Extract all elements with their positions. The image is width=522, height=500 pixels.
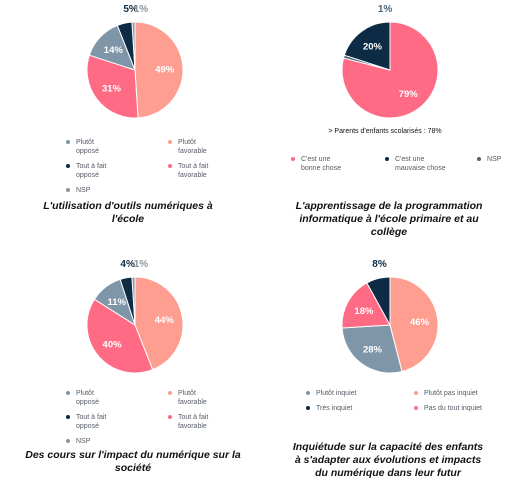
caption-chart-2: L'apprentissage de la programmation info…	[295, 200, 483, 238]
slice-value-label: 44%	[155, 315, 175, 326]
legend-label: Tout à fait opposé	[76, 414, 107, 430]
slice-value-label: 18%	[354, 306, 374, 317]
slice-value-label: 79%	[399, 89, 419, 100]
legend-chart-4: Plutôt inquiet Plutôt pas inquiet Très inq…	[306, 389, 504, 413]
pie-slice-tr-s-inquiet	[366, 276, 391, 326]
pie-slice-plut-t-inquiet	[341, 324, 403, 374]
slice-value-label: 5%	[123, 4, 138, 15]
slice-value-label: 31%	[102, 84, 122, 95]
legend-swatch	[168, 391, 172, 395]
legend-swatch	[66, 188, 70, 192]
legend-label: NSP	[487, 156, 502, 163]
slice-value-label: 8%	[372, 259, 387, 270]
pie-slice-tout-fait-favorable	[86, 298, 154, 374]
legend-item: Plutôt opposé	[66, 389, 158, 407]
pie-slice-c-est-une-bonne-chose	[341, 21, 439, 119]
slice-value-label: 46%	[410, 317, 430, 328]
legend-item: Pas du tout inquiet	[414, 404, 504, 413]
slice-value-label: 28%	[363, 345, 383, 356]
legend-label: Très inquiet	[316, 405, 353, 412]
legend-item: Plutôt inquiet	[306, 389, 404, 398]
slice-value-label: 1%	[378, 4, 393, 15]
slice-value-label: 1%	[134, 259, 149, 270]
legend-swatch	[66, 415, 70, 419]
slice-value-label: 20%	[363, 41, 383, 52]
pie-chart-programmation: 79% 1% 20%	[341, 4, 439, 119]
legend-label: Plutôt opposé	[76, 390, 99, 406]
legend-label: NSP	[76, 438, 91, 445]
legend-chart-1: Plutôt opposé Plutôt favorable Tout à fait…	[66, 138, 260, 195]
slice-value-label: 49%	[155, 65, 175, 76]
legend-item: Plutôt pas inquiet	[414, 389, 504, 398]
pie-slice-plut-t-pas-inquiet	[389, 276, 439, 373]
slice-value-label: 40%	[103, 339, 123, 350]
legend-item: NSP	[66, 186, 158, 195]
pie-slice-nsp	[131, 276, 136, 326]
legend-label: C'est une bonne chose	[301, 156, 342, 172]
legend-swatch	[66, 439, 70, 443]
legend-label: Tout à fait favorable	[178, 414, 209, 430]
pie-slice-plut-t-favorable	[134, 276, 184, 371]
legend-item: C'est une bonne chose	[291, 155, 375, 173]
legend-label: Plutôt favorable	[178, 390, 207, 406]
legend-swatch	[306, 391, 310, 395]
legend-item: C'est une mauvaise chose	[385, 155, 467, 173]
pie-chart-outils-numeriques: 49% 31% 14% 5%1%	[86, 4, 184, 119]
pie-slice-tout-fait-favorable	[86, 54, 139, 119]
subtitle-chart-2: > Parents d'enfants scolarisés : 78%	[328, 128, 442, 135]
legend-item: Plutôt favorable	[168, 138, 260, 156]
pie-slice-pas-du-tout-inquiet	[341, 282, 391, 329]
legend-item: Tout à fait opposé	[66, 413, 158, 431]
legend-item: Plutôt opposé	[66, 138, 158, 156]
legend-swatch	[168, 164, 172, 168]
legend-swatch	[66, 140, 70, 144]
pie-slice-nsp	[131, 21, 136, 71]
pie-chart-inquietude: 46% 28% 18% 8%	[341, 259, 439, 374]
legend-label: C'est une mauvaise chose	[395, 156, 446, 172]
legend-label: Plutôt pas inquiet	[424, 390, 478, 397]
pie-slice-plut-t-favorable	[134, 21, 184, 119]
caption-chart-4: Inquiétude sur la capacité des enfants à…	[292, 441, 484, 479]
legend-label: NSP	[76, 187, 91, 194]
legend-swatch	[477, 157, 481, 161]
pie-chart-impact-numerique: 44% 40% 11% 4%1%	[86, 259, 184, 374]
legend-label: Pas du tout inquiet	[424, 405, 482, 412]
legend-swatch	[306, 406, 310, 410]
legend-item: Plutôt favorable	[168, 389, 260, 407]
slice-value-label: 11%	[108, 297, 127, 308]
legend-item: NSP	[66, 437, 158, 446]
slice-value-label: 4%	[120, 259, 135, 270]
legend-item: Tout à fait opposé	[66, 162, 158, 180]
legend-swatch	[66, 391, 70, 395]
legend-label: Tout à fait favorable	[178, 163, 209, 179]
legend-label: Plutôt inquiet	[316, 390, 357, 397]
legend-item: Tout à fait favorable	[168, 413, 260, 431]
legend-chart-3: Plutôt opposé Plutôt favorable Tout à fait…	[66, 389, 260, 446]
legend-swatch	[291, 157, 295, 161]
legend-swatch	[168, 415, 172, 419]
legend-swatch	[414, 391, 418, 395]
legend-label: Plutôt opposé	[76, 139, 99, 155]
legend-item: NSP	[477, 155, 517, 173]
legend-swatch	[66, 164, 70, 168]
legend-chart-2: C'est une bonne chose C'est une mauvaise …	[291, 155, 517, 173]
caption-chart-1: L'utilisation d'outils numériques à l'éc…	[43, 200, 213, 225]
legend-swatch	[414, 406, 418, 410]
legend-swatch	[168, 140, 172, 144]
caption-chart-3: Des cours sur l'impact du numérique sur …	[25, 449, 241, 474]
legend-label: Tout à fait opposé	[76, 163, 107, 179]
legend-swatch	[385, 157, 389, 161]
legend-item: Tout à fait favorable	[168, 162, 260, 180]
slice-value-label: 14%	[104, 45, 124, 56]
legend-label: Plutôt favorable	[178, 139, 207, 155]
legend-item: Très inquiet	[306, 404, 404, 413]
slice-value-label: 1%	[134, 4, 149, 15]
pie-slice-c-est-une-mauvaise-chose	[343, 21, 391, 71]
